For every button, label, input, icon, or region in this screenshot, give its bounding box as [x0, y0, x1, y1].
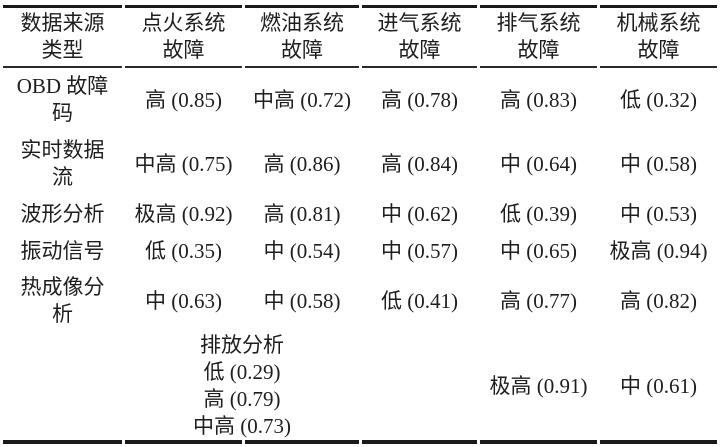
header-ignition-system-fault: 点火系统 故障 [125, 5, 242, 68]
value-cell [362, 332, 477, 440]
value-cell: 高 (0.85) [145, 87, 222, 112]
header-mechanical-system-fault: 机械系统 故障 [600, 5, 717, 68]
value-cell: 中 (0.63) [145, 288, 222, 313]
value-cell: 高 (0.84) [381, 151, 458, 176]
value-cell: 中 (0.64) [500, 151, 577, 176]
value-cell: 极高 (0.94) [609, 239, 708, 263]
value-cell: 高 (0.81) [263, 202, 341, 226]
value-cell: 高 (0.82) [620, 288, 697, 313]
bottom-rule [3, 440, 717, 444]
value-cell: 低 (0.39) [500, 202, 577, 226]
header-row: 数据来源 类型 点火系统 故障 燃油系统 故障 进气系统 故障 排气系统 故障 … [3, 5, 717, 68]
value-cell: 高 (0.78) [381, 87, 458, 112]
value-cell: 极高 (0.92) [134, 202, 233, 226]
value-cell: 中 (0.61) [620, 373, 697, 398]
table-row-realtime-data-stream: 实时数据 流 中高 (0.75) 高 (0.86) 高 (0.84) 中 (0.… [3, 132, 717, 196]
row-label-vibration-signal: 振动信号 [20, 239, 105, 263]
row-label-waveform-analysis: 波形分析 [20, 202, 105, 226]
value-cell: 极高 (0.91) [489, 373, 588, 398]
value-cell: 高 (0.86) [263, 151, 341, 176]
value-cell: 低 (0.32) [620, 87, 697, 112]
value-cell: 中 (0.54) [263, 239, 341, 263]
value-cell: 高 (0.83) [500, 87, 577, 112]
header-exhaust-system-fault: 排气系统 故障 [480, 5, 597, 68]
table-row-vibration-signal: 振动信号 低 (0.35) 中 (0.54) 中 (0.57) 中 (0.65)… [3, 233, 717, 270]
value-cell: 中高 (0.72) [253, 87, 351, 112]
table-row-thermal-imaging: 热成像分 析 中 (0.63) 中 (0.58) 低 (0.41) 高 (0.7… [3, 270, 717, 332]
row-label-empty [3, 332, 122, 440]
table-row-obd-codes: OBD 故障 码 高 (0.85) 中高 (0.72) 高 (0.78) 高 (… [3, 68, 717, 132]
header-fuel-system-fault: 燃油系统 故障 [245, 5, 359, 68]
value-cell: 中 (0.65) [500, 239, 577, 263]
header-data-source-type: 数据来源 类型 [3, 5, 122, 68]
value-cell: 中 (0.62) [381, 202, 458, 226]
row-label-obd-codes: OBD 故障 码 [16, 74, 109, 125]
value-cell: 中 (0.58) [263, 288, 341, 313]
row-label-realtime-data-stream: 实时数据 流 [20, 138, 105, 189]
table-row-emission-analysis: 排放分析 低 (0.29) 高 (0.79) 中高 (0.73) 极高 (0.9… [3, 332, 717, 440]
value-cell: 中 (0.57) [381, 239, 458, 263]
value-cell: 低 (0.35) [145, 239, 222, 263]
table-row-waveform-analysis: 波形分析 极高 (0.92) 高 (0.81) 中 (0.62) 低 (0.39… [3, 196, 717, 233]
value-cell: 中 (0.53) [620, 202, 697, 226]
header-intake-system-fault: 进气系统 故障 [362, 5, 477, 68]
fault-confidence-table: 数据来源 类型 点火系统 故障 燃油系统 故障 进气系统 故障 排气系统 故障 … [0, 5, 720, 444]
value-cell: 低 (0.41) [381, 288, 458, 313]
value-cell: 高 (0.77) [500, 288, 577, 313]
emission-analysis-block: 排放分析 低 (0.29) 高 (0.79) 中高 (0.73) [193, 333, 291, 438]
value-cell: 中 (0.58) [620, 151, 697, 176]
row-label-thermal-imaging: 热成像分 析 [20, 275, 105, 326]
value-cell: 中高 (0.75) [134, 151, 233, 176]
